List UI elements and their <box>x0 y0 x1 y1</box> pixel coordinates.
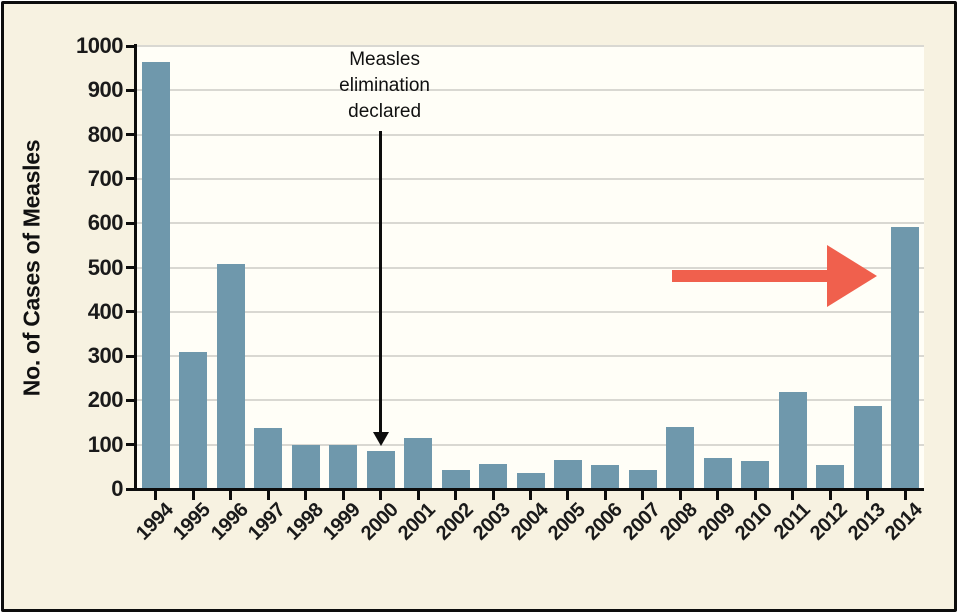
x-axis-line <box>134 488 924 491</box>
x-tick-2011 <box>791 491 795 500</box>
y-tick-0 <box>126 487 136 491</box>
annotation-text-line-3: declared <box>348 101 422 122</box>
bar-1996 <box>216 263 245 489</box>
y-tick-700 <box>126 177 136 181</box>
bar-2006 <box>591 464 620 489</box>
elimination-arrow-down-icon <box>372 432 389 446</box>
bar-2010 <box>741 461 770 489</box>
plot-area <box>137 45 924 489</box>
elimination-arrow-line <box>379 131 383 433</box>
bar-2011 <box>778 391 807 489</box>
y-tick-label-600: 600 <box>87 210 124 236</box>
x-tick-2010 <box>753 491 757 500</box>
x-tick-2009 <box>716 491 720 500</box>
gridline-500 <box>137 266 924 269</box>
y-tick-400 <box>126 310 136 314</box>
y-tick-label-300: 300 <box>87 343 124 369</box>
x-tick-2000 <box>379 491 383 500</box>
bar-2012 <box>816 464 845 489</box>
x-tick-2003 <box>491 491 495 500</box>
bar-1994 <box>141 62 170 489</box>
annotation-text: Measles elimination declared <box>285 47 485 125</box>
gridline-1000 <box>137 45 924 47</box>
bar-2003 <box>479 464 508 489</box>
x-tick-2006 <box>603 491 607 500</box>
bar-2002 <box>441 469 470 489</box>
highlight-arrow-shaft <box>672 270 830 283</box>
bar-2013 <box>853 406 882 489</box>
gridline-900 <box>137 89 924 92</box>
x-tick-1998 <box>304 491 308 500</box>
bar-1999 <box>329 444 358 489</box>
x-tick-2004 <box>529 491 532 500</box>
x-tick-1997 <box>266 491 270 500</box>
gridline-600 <box>137 222 924 225</box>
x-tick-2007 <box>641 491 645 500</box>
bar-1998 <box>291 444 320 489</box>
y-tick-label-0: 0 <box>111 476 123 501</box>
x-tick-2013 <box>866 491 870 500</box>
highlight-arrow-right-icon <box>827 245 878 308</box>
gridline-300 <box>137 355 924 358</box>
bar-2007 <box>628 469 657 489</box>
bar-2004 <box>516 472 545 489</box>
x-tick-1995 <box>191 491 195 500</box>
y-tick-label-900: 900 <box>87 77 124 103</box>
x-tick-2014 <box>903 491 907 500</box>
y-tick-200 <box>126 398 136 402</box>
x-tick-2012 <box>828 491 832 500</box>
y-tick-1000 <box>126 44 136 48</box>
gridline-400 <box>137 310 924 313</box>
x-tick-1996 <box>229 491 233 500</box>
bar-2001 <box>404 437 433 489</box>
bar-2014 <box>891 226 920 489</box>
y-tick-label-1000: 1000 <box>76 33 123 58</box>
bar-2008 <box>666 426 695 489</box>
bar-2009 <box>703 457 732 489</box>
x-tick-1994 <box>154 491 158 500</box>
y-tick-label-800: 800 <box>87 121 124 147</box>
bar-2000 <box>366 450 395 489</box>
x-tick-2001 <box>416 491 420 500</box>
y-tick-label-100: 100 <box>87 431 124 457</box>
bar-2005 <box>553 459 582 489</box>
annotation-text-line-1: Measles <box>349 49 420 70</box>
bar-1997 <box>254 427 283 489</box>
y-tick-500 <box>126 266 136 269</box>
y-tick-800 <box>126 133 136 137</box>
gridline-200 <box>137 399 924 402</box>
x-tick-1999 <box>341 491 345 500</box>
y-tick-100 <box>126 443 136 447</box>
y-tick-600 <box>126 221 136 225</box>
y-tick-label-700: 700 <box>87 165 124 191</box>
y-tick-label-400: 400 <box>87 298 124 324</box>
x-tick-2008 <box>678 491 682 500</box>
gridline-100 <box>137 443 924 446</box>
y-tick-300 <box>126 354 136 358</box>
y-tick-label-200: 200 <box>87 387 124 413</box>
annotation-text-line-2: elimination <box>339 75 430 96</box>
x-tick-2005 <box>566 491 570 500</box>
bar-1995 <box>179 352 208 489</box>
x-tick-2002 <box>454 491 458 500</box>
gridline-800 <box>137 133 924 136</box>
y-tick-label-500: 500 <box>87 254 124 280</box>
y-tick-900 <box>126 88 136 92</box>
gridline-700 <box>137 177 924 180</box>
